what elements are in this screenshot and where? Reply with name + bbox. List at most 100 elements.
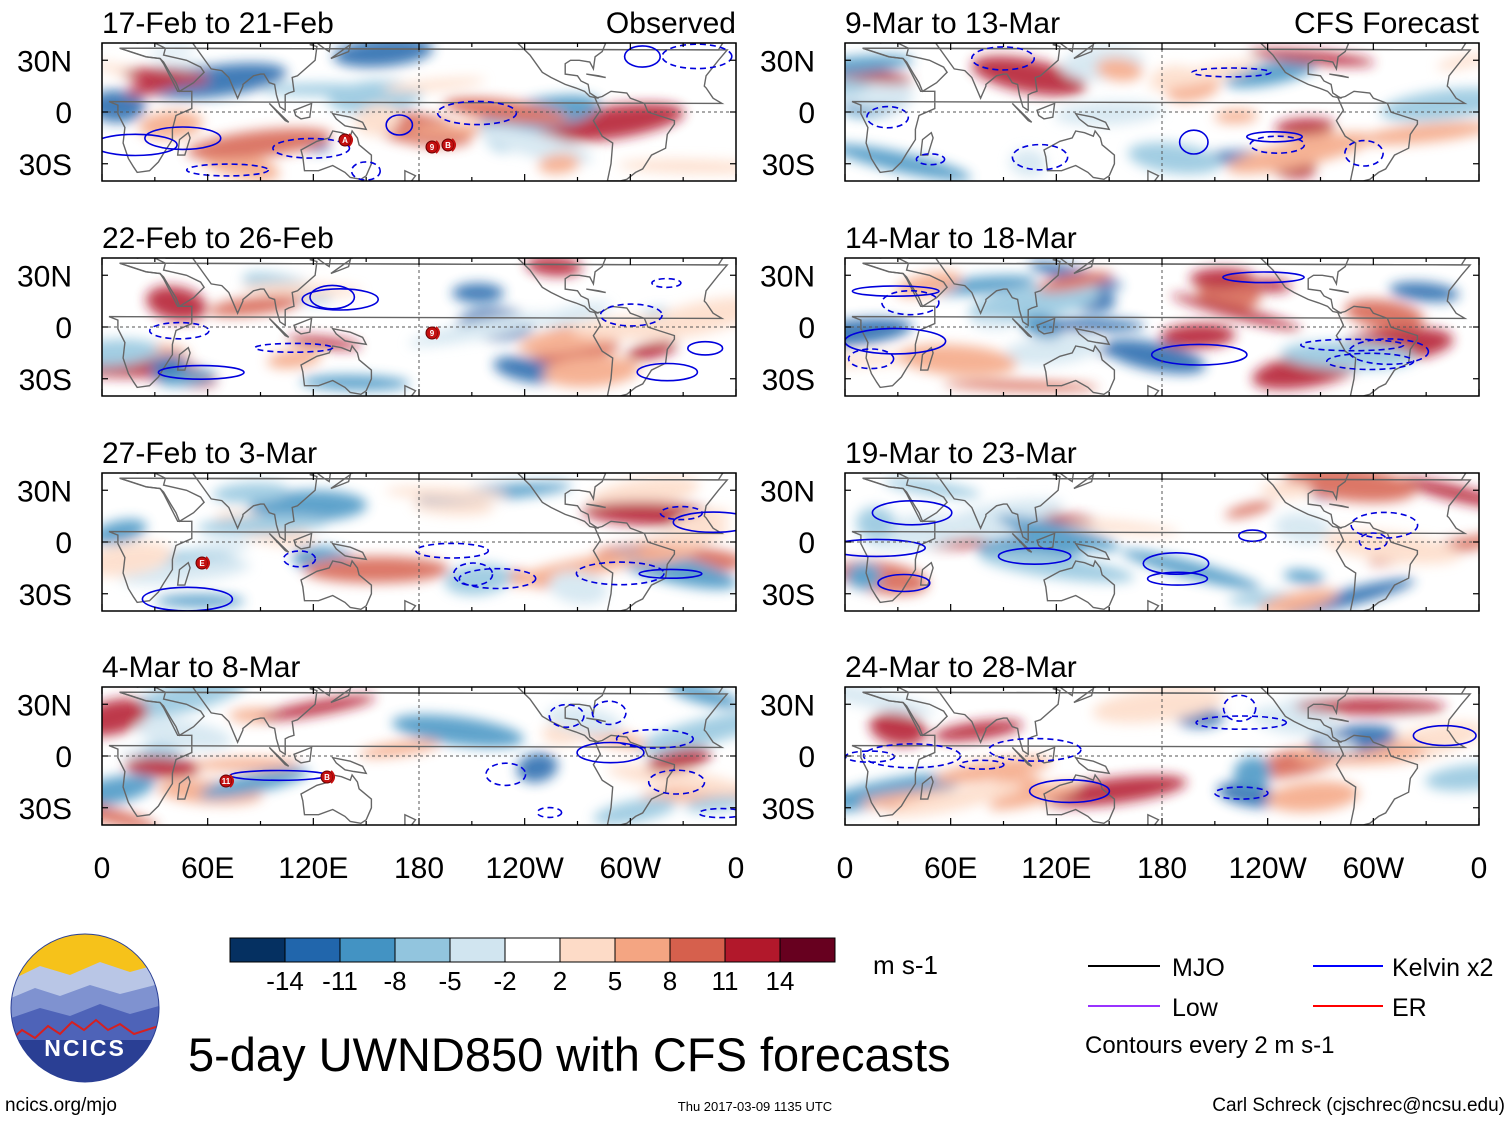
latitude-label: 30N <box>17 475 72 508</box>
svg-text:B: B <box>324 773 330 782</box>
latitude-label: 30N <box>17 260 72 293</box>
map-panel: 30N 0 30S 27-Feb to 3-Mar E <box>17 437 737 612</box>
panel-period: 14-Mar to 18-Mar <box>845 222 1077 255</box>
panel-period: 9-Mar to 13-Mar <box>845 7 1060 40</box>
svg-text:E: E <box>199 559 205 568</box>
storm-marker: A <box>338 133 353 147</box>
ncics-logo: NCICS <box>10 933 160 1083</box>
map-panel: 30N 0 30S 19-Mar to 23-Mar <box>760 437 1480 612</box>
colorbar-tick-label: -8 <box>383 966 406 996</box>
colorbar-tick-label: 8 <box>663 966 677 996</box>
latitude-label: 30S <box>19 793 72 826</box>
storm-marker: 9 <box>425 140 440 154</box>
colorbar-tick-label: -2 <box>493 966 516 996</box>
svg-text:9: 9 <box>430 143 435 152</box>
panel-period: 17-Feb to 21-Feb <box>102 7 334 40</box>
latitude-label: 30S <box>19 579 72 612</box>
svg-text:9: 9 <box>430 329 435 338</box>
storm-marker: 9 <box>425 326 440 340</box>
map-panel: 30N 0 30S 9-Mar to 13-Mar CFS Forecast <box>760 7 1480 182</box>
latitude-label: 0 <box>798 527 815 560</box>
latitude-label: 30S <box>762 149 815 182</box>
legend-low-label: Low <box>1172 994 1219 1022</box>
longitude-label: 120W <box>485 852 564 885</box>
colorbar-swatch <box>394 937 451 963</box>
figure-title: 5-day UWND850 with CFS forecasts <box>188 1028 951 1081</box>
colorbar-swatch <box>449 937 506 963</box>
panel-period: 24-Mar to 28-Mar <box>845 651 1077 684</box>
longitude-label: 0 <box>94 852 111 885</box>
legend-mjo-label: MJO <box>1172 954 1225 982</box>
colorbar-swatch <box>669 937 726 963</box>
colorbar: -14 -11 -8 -5 -2 2 5 8 11 14 m s-1 <box>229 937 938 996</box>
colorbar-swatch <box>724 937 781 963</box>
longitude-label: 60W <box>1342 852 1404 885</box>
colorbar-swatch <box>504 937 561 963</box>
site-url: ncics.org/mjo <box>5 1095 117 1116</box>
latitude-label: 30S <box>762 793 815 826</box>
latitude-label: 0 <box>798 312 815 345</box>
longitude-label: 120W <box>1228 852 1307 885</box>
panel-period: 4-Mar to 8-Mar <box>102 651 300 684</box>
colorbar-swatch <box>284 937 341 963</box>
colorbar-swatch <box>559 937 616 963</box>
longitude-label: 0 <box>837 852 854 885</box>
latitude-label: 0 <box>55 312 72 345</box>
colorbar-tick-label: -5 <box>438 966 461 996</box>
latitude-label: 0 <box>798 741 815 774</box>
colorbar-tick-label: -14 <box>266 966 304 996</box>
map-panel: 30N 0 30S 4-Mar to 8-Mar 11 B <box>17 651 737 826</box>
longitude-label: 180 <box>1137 852 1187 885</box>
latitude-label: 30N <box>760 45 815 78</box>
latitude-label: 30N <box>760 260 815 293</box>
colorbar-tick-label: 2 <box>553 966 567 996</box>
latitude-label: 0 <box>798 97 815 130</box>
map-panel: 30N 0 30S 14-Mar to 18-Mar <box>760 222 1480 397</box>
longitude-label: 0 <box>728 852 745 885</box>
longitude-label: 120E <box>1021 852 1091 885</box>
longitude-label: 60E <box>924 852 977 885</box>
forecast-header: CFS Forecast <box>1294 7 1480 40</box>
colorbar-tick-label: 11 <box>712 966 739 996</box>
latitude-label: 30N <box>760 689 815 722</box>
latitude-label: 30N <box>17 45 72 78</box>
storm-marker: B <box>441 138 456 152</box>
latitude-label: 0 <box>55 527 72 560</box>
storm-marker: B <box>320 770 335 784</box>
credit: Carl Schreck (cjschrec@ncsu.edu) <box>1212 1095 1505 1116</box>
longitude-label: 60W <box>599 852 661 885</box>
colorbar-swatch <box>614 937 671 963</box>
latitude-label: 30S <box>762 364 815 397</box>
svg-text:A: A <box>342 136 348 145</box>
legend-kelvin-label: Kelvin x2 <box>1392 954 1493 982</box>
latitude-label: 0 <box>55 741 72 774</box>
colorbar-swatch <box>779 937 836 963</box>
map-panel: 30N 0 30S 24-Mar to 28-Mar <box>760 651 1480 826</box>
longitude-label: 180 <box>394 852 444 885</box>
contour-note: Contours every 2 m s-1 <box>1085 1032 1334 1059</box>
svg-text:11: 11 <box>222 777 231 786</box>
svg-text:B: B <box>445 141 451 150</box>
latitude-label: 30S <box>19 149 72 182</box>
longitude-axis-labels: 0 60E 120E 180 120W 60W 0 0 60E 120E 180 120W 60W 0 <box>94 852 1488 885</box>
map-panel: 30N 0 30S 22-Feb to 26-Feb 9 <box>17 222 737 397</box>
legend-er-label: ER <box>1392 994 1427 1022</box>
latitude-label: 30N <box>760 475 815 508</box>
longitude-label: 60E <box>181 852 234 885</box>
colorbar-swatch <box>229 937 286 963</box>
observed-header: Observed <box>606 7 736 40</box>
timestamp: Thu 2017-03-09 1135 UTC <box>678 1099 832 1114</box>
storm-marker: 11 <box>219 774 234 788</box>
colorbar-swatch <box>339 937 396 963</box>
panel-period: 22-Feb to 26-Feb <box>102 222 334 255</box>
legend: MJO Kelvin x2 Low ER Contours every 2 m … <box>1085 954 1493 1059</box>
colorbar-units: m s-1 <box>873 950 938 980</box>
panel-period: 27-Feb to 3-Mar <box>102 437 317 470</box>
map-panel: 30N 0 30S 17-Feb to 21-Feb Observed A 9 B <box>17 7 737 182</box>
logo-text: NCICS <box>44 1035 126 1061</box>
latitude-label: 30N <box>17 689 72 722</box>
longitude-label: 120E <box>278 852 348 885</box>
colorbar-tick-label: 14 <box>766 966 795 996</box>
